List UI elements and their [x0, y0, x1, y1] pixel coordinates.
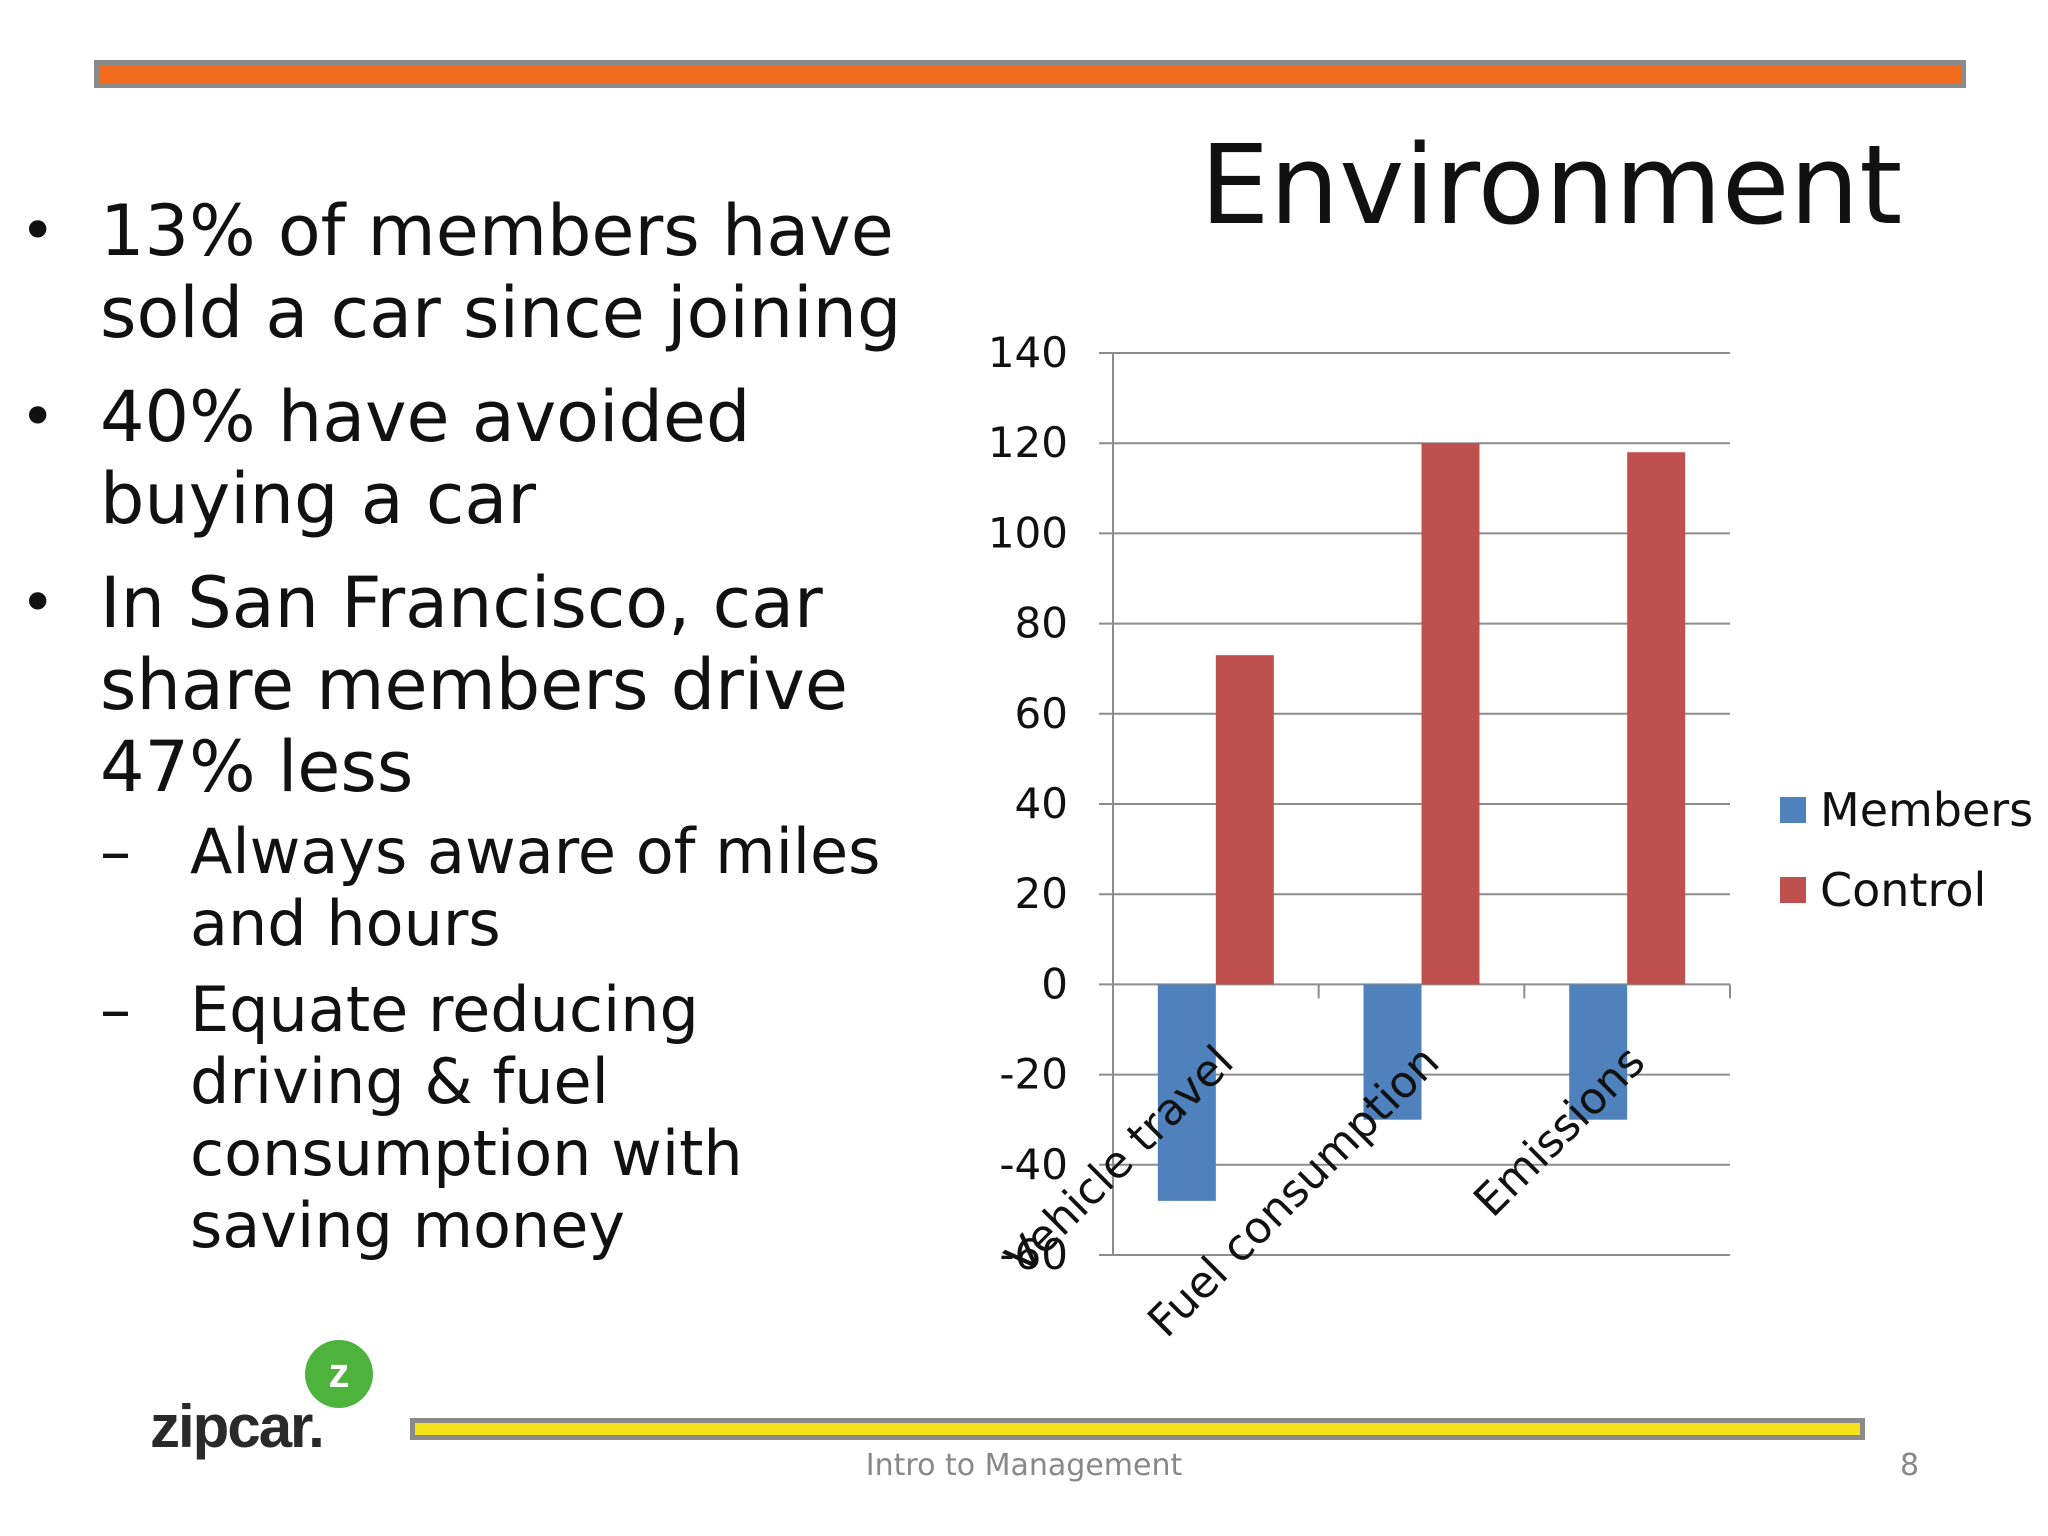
- y-tick-label: 0: [1041, 959, 1068, 1008]
- y-tick-label: -60: [999, 1230, 1068, 1279]
- y-tick-label: -40: [999, 1140, 1068, 1189]
- legend-swatch-members: [1780, 797, 1806, 823]
- x-category-label: Emissions: [1464, 1036, 1655, 1227]
- sub-bullet-item: – Equate reducing driving & fuel consump…: [100, 974, 920, 1262]
- bullet-marker: •: [20, 568, 56, 638]
- bar-members: [1363, 984, 1422, 1120]
- legend-swatch-control: [1780, 877, 1806, 903]
- bullet-text: In San Francisco, car share members driv…: [100, 562, 848, 808]
- bullet-item: • In San Francisco, car share members dr…: [20, 562, 920, 1262]
- zipcar-logo: z zipcar.: [150, 1340, 380, 1470]
- legend-label-control: Control: [1820, 863, 1987, 917]
- sub-bullet-text: Always aware of miles and hours: [190, 815, 881, 960]
- slide-title: Environment: [1200, 121, 1903, 249]
- y-tick-label: 40: [1015, 779, 1068, 828]
- y-tick-label: 60: [1015, 689, 1068, 738]
- legend-item-control: Control: [1780, 850, 2033, 930]
- bullet-text: 40% have avoided buying a car: [100, 376, 751, 540]
- y-tick-label: 80: [1015, 599, 1068, 648]
- logo-wordmark: zipcar.: [150, 1393, 325, 1460]
- bullet-item: • 13% of members have sold a car since j…: [20, 190, 920, 354]
- sub-bullet-text: Equate reducing driving & fuel consumpti…: [190, 973, 743, 1262]
- bar-members: [1569, 984, 1628, 1120]
- bullet-text: 13% of members have sold a car since joi…: [100, 190, 902, 354]
- bar-control: [1627, 452, 1686, 985]
- top-accent-bar: [94, 60, 1966, 88]
- chart-legend: Members Control: [1780, 770, 2033, 930]
- bullet-marker: •: [20, 196, 56, 266]
- bar-control: [1421, 443, 1480, 985]
- footer-text: Intro to Management: [865, 1448, 1183, 1483]
- y-tick-label: 140: [988, 328, 1068, 377]
- sub-bullet-marker: –: [100, 973, 131, 1046]
- bottom-accent-bar: [410, 1418, 1865, 1440]
- legend-item-members: Members: [1780, 770, 2033, 850]
- bullet-list: • 13% of members have sold a car since j…: [20, 190, 920, 1284]
- bar-control: [1215, 655, 1274, 985]
- bullet-item: • 40% have avoided buying a car: [20, 376, 920, 540]
- y-tick-label: 20: [1015, 869, 1068, 918]
- sub-bullet-marker: –: [100, 815, 131, 888]
- sub-bullet-item: – Always aware of miles and hours: [100, 816, 920, 960]
- bullet-marker: •: [20, 382, 56, 452]
- legend-label-members: Members: [1820, 783, 2034, 837]
- y-tick-label: 100: [988, 508, 1068, 557]
- logo-badge: z: [305, 1340, 373, 1408]
- sub-bullet-list: – Always aware of miles and hours – Equa…: [100, 816, 920, 1262]
- y-tick-label: 120: [988, 418, 1068, 467]
- bar-members: [1157, 984, 1216, 1201]
- page-number: 8: [1900, 1448, 1920, 1483]
- y-tick-label: -20: [999, 1050, 1068, 1099]
